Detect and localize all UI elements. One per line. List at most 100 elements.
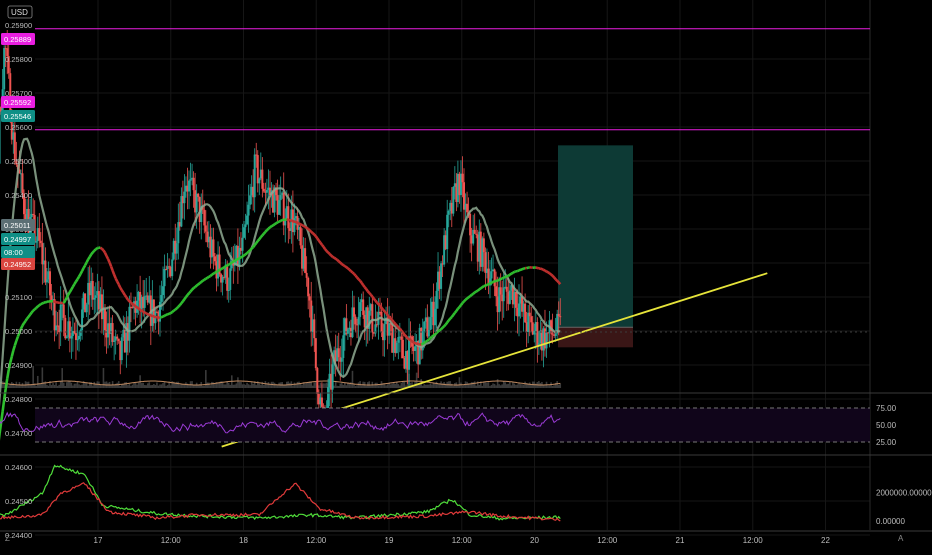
volume-bar: [298, 382, 300, 388]
ma-slow-segment: [414, 342, 416, 343]
time-axis-label: 21: [676, 536, 685, 545]
volume-bar: [304, 383, 306, 388]
candle-body: [190, 179, 192, 180]
ma-slow-segment: [475, 291, 477, 292]
ma-slow-segment: [543, 270, 545, 271]
volume-bar: [58, 385, 60, 388]
candle-body: [92, 281, 94, 300]
ma-slow-segment: [510, 274, 512, 275]
volume-bar: [390, 384, 392, 388]
candle-body: [506, 287, 508, 292]
candle-body: [306, 273, 308, 278]
volume-bar: [358, 382, 360, 388]
volume-bar: [398, 384, 400, 388]
volume-bar: [514, 384, 516, 388]
ma-slow-segment: [186, 295, 188, 297]
ma-slow-segment: [119, 284, 121, 287]
svg-text:0.24952: 0.24952: [4, 260, 31, 269]
volume-bar: [141, 383, 143, 388]
volume-bar: [8, 386, 10, 388]
ma-slow-segment: [479, 288, 481, 289]
rsi-axis-label: 25.00: [876, 438, 897, 447]
price-axis-label: 0.24500: [5, 497, 32, 506]
oscillator-axis-label: 0.00000: [876, 517, 905, 526]
ma-slow-segment: [337, 260, 339, 261]
ma-slow-segment: [502, 278, 504, 279]
volume-bar: [269, 384, 271, 388]
volume-bar: [38, 384, 40, 388]
ma-slow-segment: [273, 224, 275, 225]
ma-slow-segment: [492, 282, 494, 283]
long-position-tool[interactable]: [558, 145, 633, 347]
volume-bar: [346, 385, 348, 388]
candle-body: [118, 339, 120, 341]
ma-slow-segment: [154, 316, 156, 317]
volume-bar: [170, 385, 172, 388]
position-loss-zone[interactable]: [558, 327, 633, 347]
candle-body: [533, 331, 535, 335]
volume-bar: [434, 384, 436, 388]
volume-bar: [294, 383, 296, 388]
price-axis-label: 0.24900: [5, 361, 32, 370]
volume-bar: [365, 386, 367, 388]
ma-slow-segment: [264, 232, 266, 234]
oscillator-axis-label: 2000000.00000: [876, 488, 932, 497]
ma-slow-segment: [184, 297, 186, 299]
time-axis-label: 17: [94, 536, 103, 545]
volume-bar: [437, 384, 439, 388]
ma-slow-segment: [369, 293, 371, 295]
ma-slow-segment: [464, 300, 466, 302]
currency-badge[interactable]: USD: [8, 6, 32, 18]
volume-bar: [255, 385, 257, 388]
ma-slow-segment: [195, 286, 197, 287]
volume-bar: [75, 384, 77, 388]
ma-slow-segment: [30, 313, 32, 315]
candle-body: [193, 178, 195, 190]
volume-bar: [423, 384, 425, 388]
volume-bar: [394, 384, 396, 388]
volume-bar: [399, 386, 401, 388]
price-axis-label: 0.25400: [5, 191, 32, 200]
ma-slow-segment: [24, 321, 26, 323]
volume-bar: [74, 384, 76, 388]
candle-body: [104, 309, 106, 330]
ma-slow-segment: [504, 277, 506, 278]
candle-body: [228, 290, 230, 291]
volume-bar: [431, 385, 433, 388]
candle-body: [448, 211, 450, 215]
volume-bar: [237, 377, 239, 388]
ma-slow-segment: [227, 265, 229, 266]
position-profit-zone[interactable]: [558, 145, 633, 327]
price-axis-label: 0.24600: [5, 463, 32, 472]
volume-bar: [297, 382, 299, 388]
ma-slow-segment: [110, 262, 112, 266]
auto-scale-button[interactable]: A: [898, 534, 904, 543]
volume-bar: [511, 385, 513, 388]
ma-slow-segment: [108, 259, 110, 262]
volume-bar: [239, 382, 241, 388]
timezone-button[interactable]: Z: [5, 534, 10, 543]
ma-slow-segment: [100, 248, 102, 249]
ma-slow-segment: [241, 256, 243, 257]
volume-bar: [252, 384, 254, 388]
volume-bar: [147, 383, 149, 388]
ma-slow-segment: [68, 292, 70, 295]
ma-slow-segment: [126, 297, 128, 299]
volume-bar: [488, 382, 490, 388]
volume-bar: [233, 385, 235, 388]
ma-slow-segment: [249, 250, 251, 252]
ma-slow-segment: [226, 265, 228, 266]
volume-bar: [475, 386, 477, 388]
volume-bar: [145, 385, 147, 388]
candle-body: [353, 307, 355, 316]
candle-body: [423, 322, 425, 332]
volume-bar: [179, 385, 181, 388]
volume-bar: [524, 382, 526, 388]
volume-bar: [185, 382, 187, 388]
volume-bar: [210, 385, 212, 388]
ma-slow-segment: [305, 227, 307, 228]
ma-slow-segment: [476, 291, 478, 292]
ma-slow-segment: [462, 301, 464, 303]
